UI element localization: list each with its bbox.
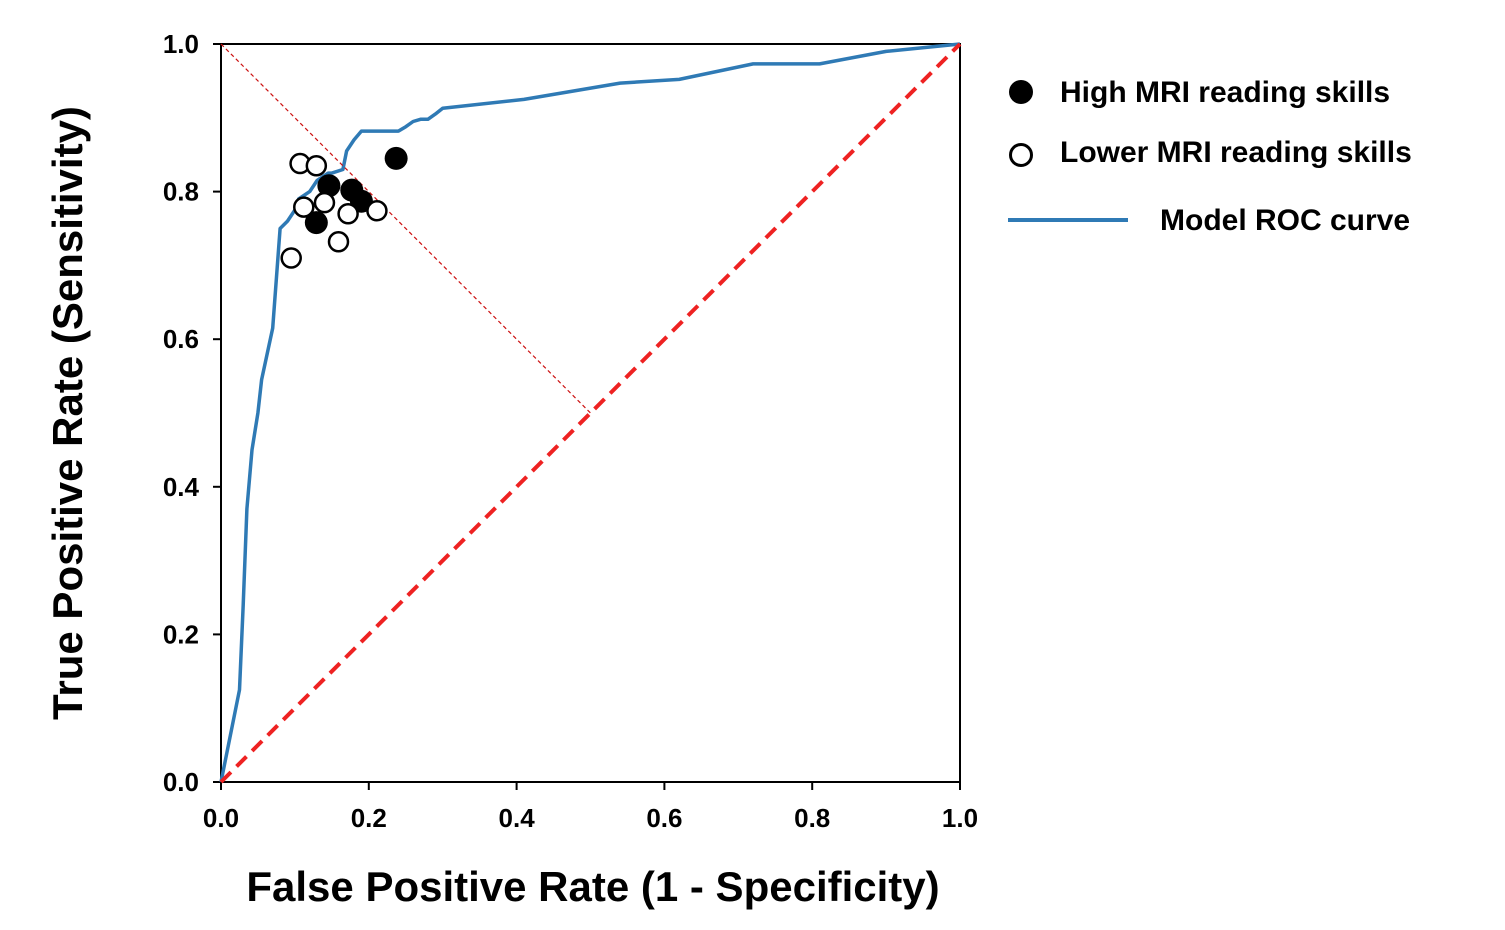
point-high-skill	[384, 146, 408, 170]
x-tick-label: 0.6	[646, 803, 682, 833]
roc-curve	[219, 42, 961, 783]
plot-frame	[220, 43, 961, 783]
y-axis-title: True Positive Rate (Sensitivity)	[44, 106, 91, 720]
y-tick-label: 0.0	[163, 767, 199, 797]
plot-lines	[219, 42, 962, 784]
point-lower-skill	[293, 196, 315, 218]
axis-ticks: 0.0 0.2 0.4 0.6 0.8 1.0 0.0 0.2 0.4 0.6 0.8 1.0	[163, 29, 978, 833]
point-high-skill	[304, 211, 328, 235]
y-tick-label: 0.4	[163, 472, 200, 502]
legend-marker-lower	[1009, 143, 1033, 167]
legend-marker-high	[1009, 80, 1033, 104]
scatter-points	[280, 146, 408, 269]
chance-line	[219, 42, 962, 784]
y-tick-label: 1.0	[163, 29, 199, 59]
y-tick-label: 0.2	[163, 619, 199, 649]
guide-line	[220, 43, 591, 414]
x-tick-label: 0.0	[203, 803, 239, 833]
x-tick-label: 1.0	[942, 803, 978, 833]
point-lower-skill	[313, 191, 336, 214]
x-axis-title: False Positive Rate (1 - Specificity)	[246, 863, 939, 910]
point-lower-skill	[327, 231, 350, 253]
legend-label-roc: Model ROC curve	[1160, 204, 1410, 237]
y-tick-label: 0.8	[163, 177, 199, 207]
x-tick-label: 0.4	[499, 803, 536, 833]
legend: High MRI reading skills Lower MRI readin…	[1008, 76, 1412, 237]
y-tick-label: 0.6	[163, 324, 199, 354]
legend-label-high: High MRI reading skills	[1060, 76, 1390, 109]
x-tick-label: 0.2	[351, 803, 387, 833]
point-lower-skill	[280, 247, 302, 269]
point-lower-skill	[305, 155, 328, 177]
x-tick-label: 0.8	[794, 803, 830, 833]
point-lower-skill	[337, 202, 359, 225]
point-high-skill	[317, 174, 341, 198]
point-lower-skill	[366, 200, 388, 222]
legend-label-lower: Lower MRI reading skills	[1060, 136, 1412, 169]
